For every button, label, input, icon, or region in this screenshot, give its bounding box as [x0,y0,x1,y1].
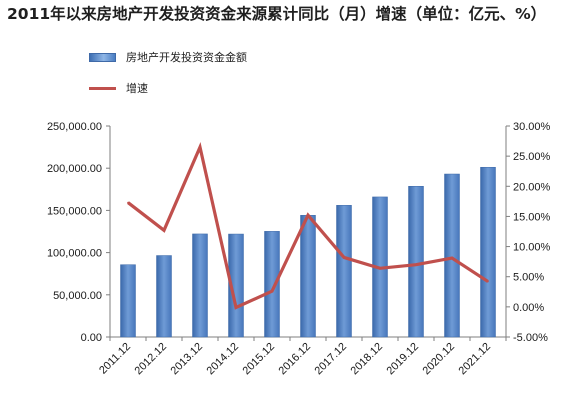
legend-item-line: 增速 [89,78,148,98]
y-right-tick-label: 25.00% [513,151,551,163]
bar-2017.12 [336,205,352,338]
growth-point-2011.12 [127,201,129,204]
y-right-tick-label: 15.00% [513,211,551,223]
bar-2019.12 [408,186,424,338]
legend-label-bars: 房地产开发投资资金金额 [126,51,247,64]
growth-point-2020.12 [451,257,453,259]
y-left-tick-label: 50,000.00 [53,290,102,302]
growth-point-2018.12 [379,267,381,270]
bar-2021.12 [480,166,496,338]
legend-swatch-bars [89,52,116,62]
x-tick-label: 2012.12 [133,341,170,378]
x-tick-label: 2013.12 [169,341,206,378]
x-tick-label: 2014.12 [205,341,242,378]
chart-title: 2011年以来房地产开发投资资金来源累计同比（月）增速（单位：亿元、%） [7,5,547,23]
bar-2013.12 [192,233,208,338]
bar-2014.12 [228,233,244,338]
y-right-tick-label: 5.00% [513,272,544,284]
growth-point-2012.12 [163,229,165,232]
x-tick-label: 2021.12 [457,341,494,378]
growth-point-2017.12 [343,256,345,259]
bar-2015.12 [264,231,280,338]
x-tick-label: 2016.12 [277,341,314,378]
y-left-tick-label: 150,000.00 [47,205,102,217]
y-left-tick-label: 0.00 [81,332,102,344]
legend-item-bars: 房地产开发投资资金金额 [89,47,247,67]
y-right-tick-label: -5.00% [513,332,548,344]
bar-2011.12 [120,264,136,338]
bar-2020.12 [444,173,460,338]
y-right-tick-label: 0.00% [513,302,544,314]
x-tick-label: 2019.12 [385,341,422,378]
y-right-tick-label: 20.00% [513,181,551,193]
legend-swatch-line [89,86,116,90]
x-tick-label: 2018.12 [349,341,386,378]
x-tick-label: 2015.12 [241,341,278,378]
x-tick-label: 2020.12 [421,341,458,378]
y-left-tick-label: 200,000.00 [47,163,102,175]
growth-point-2013.12 [199,146,201,148]
bar-2016.12 [300,215,316,338]
growth-point-2021.12 [487,280,489,283]
x-tick-label: 2017.12 [313,341,350,378]
legend-label-line: 增速 [126,82,148,95]
y-right-tick-label: 10.00% [513,242,551,254]
growth-point-2014.12 [235,306,237,309]
bar-2012.12 [156,255,172,338]
growth-point-2019.12 [415,263,417,266]
y-right-tick-label: 30.00% [513,121,551,133]
growth-point-2016.12 [307,214,309,217]
x-tick-label: 2011.12 [97,341,133,377]
y-left-tick-label: 100,000.00 [47,248,102,260]
growth-point-2015.12 [271,290,273,292]
y-left-tick-label: 250,000.00 [47,121,102,133]
